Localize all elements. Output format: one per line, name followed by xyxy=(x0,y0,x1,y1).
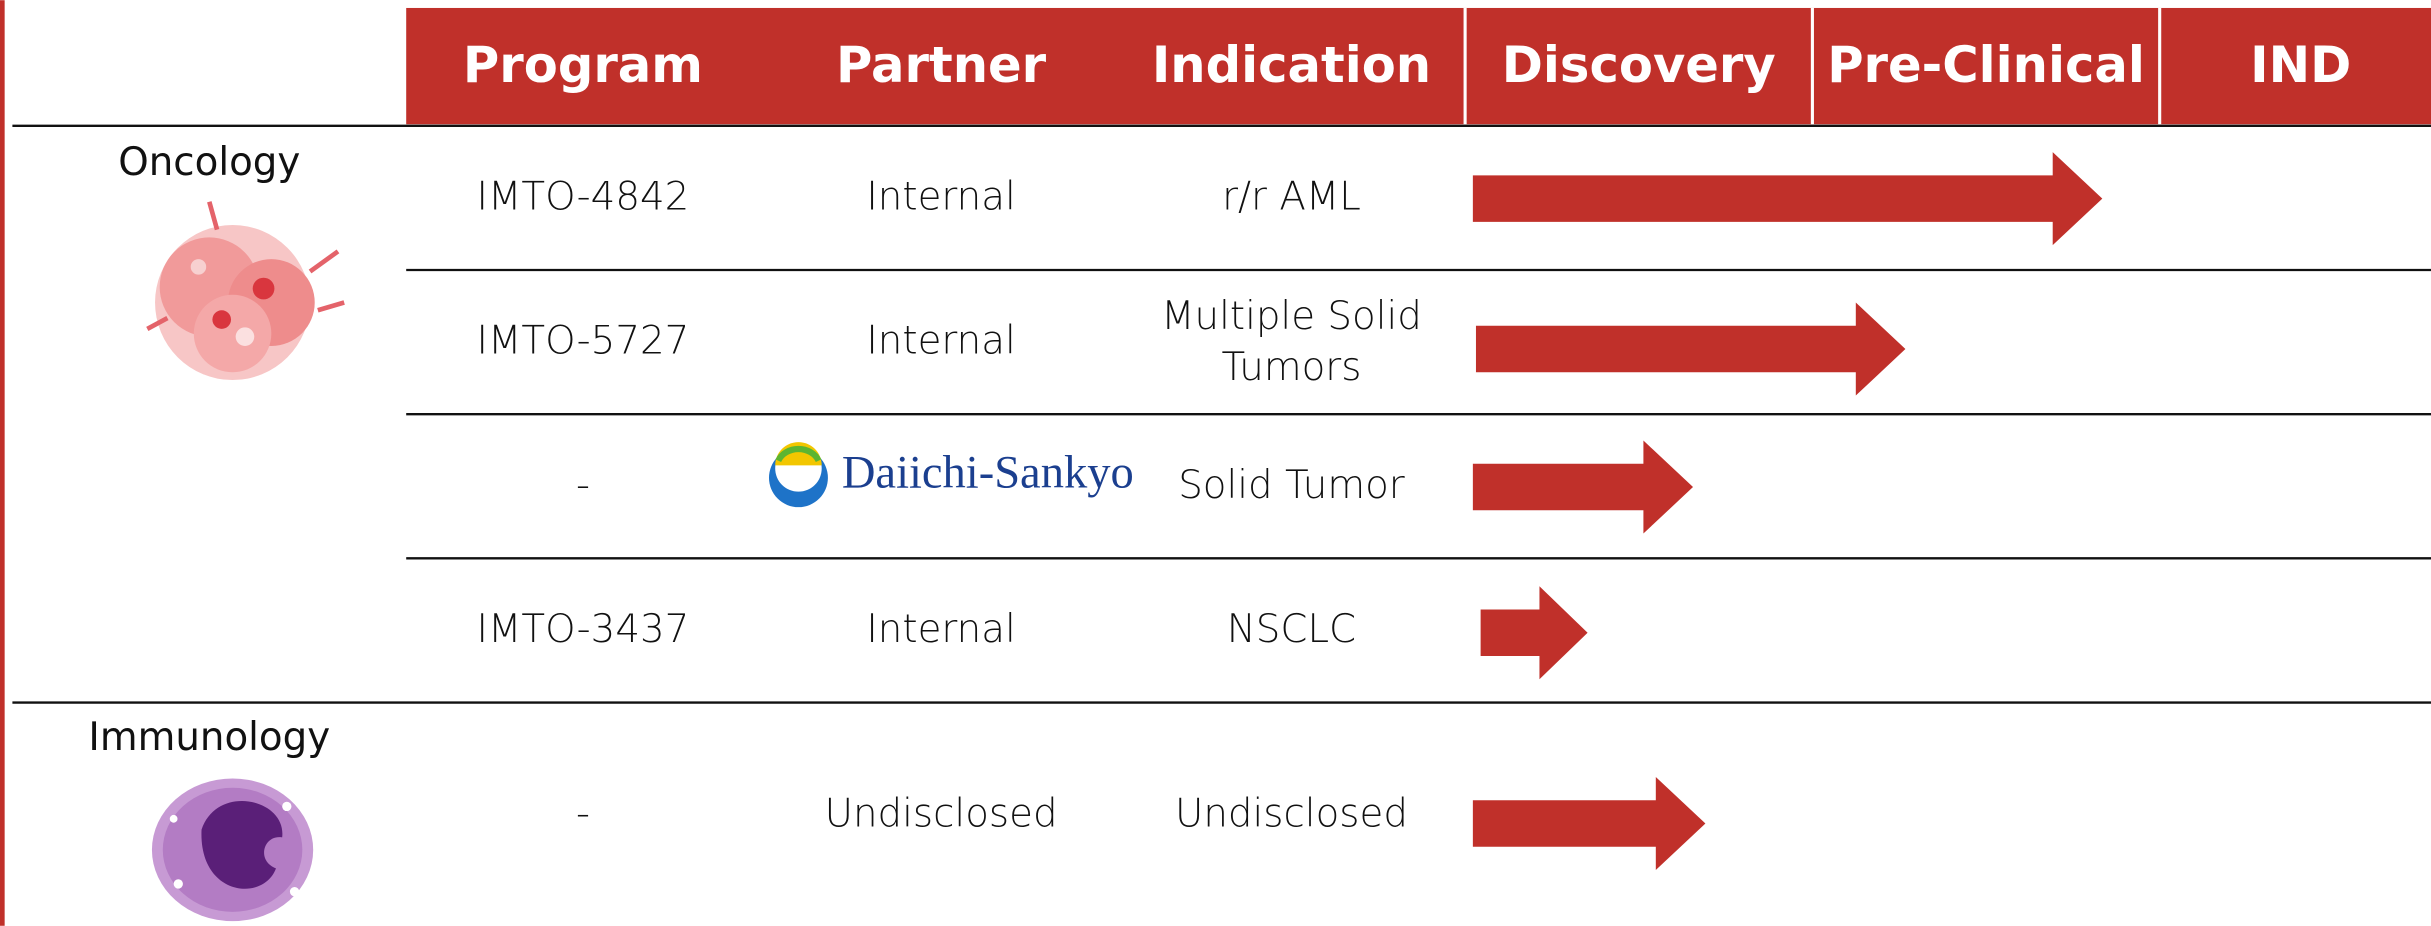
row-lines xyxy=(12,124,2431,704)
left-edge xyxy=(0,0,5,926)
cell-text: Undisclosed xyxy=(824,790,1058,836)
column-header: Indication xyxy=(1152,36,1431,94)
column-header: Partner xyxy=(836,36,1047,94)
header-band xyxy=(406,7,2431,125)
column-header: IND xyxy=(2250,36,2351,94)
cell-box: IMTO-3437 xyxy=(476,606,690,652)
cell-box: - xyxy=(575,462,590,508)
cell-text: Undisclosed xyxy=(1174,790,1408,836)
cell-text: Internal xyxy=(866,318,1016,364)
cell-text: NSCLC xyxy=(1226,606,1357,652)
cell-box: - xyxy=(575,790,590,836)
immunology-icon xyxy=(151,778,314,922)
cell-box: IMTO-5727 xyxy=(476,318,690,364)
cell-text: Solid Tumor xyxy=(1178,462,1405,508)
cell-box: NSCLC xyxy=(1226,606,1357,652)
cell-box: Internal xyxy=(866,174,1016,220)
cell-box: Undisclosed xyxy=(824,790,1058,836)
cell-text: IMTO-4842 xyxy=(476,174,690,220)
progress-arrow xyxy=(1480,586,1588,680)
progress-arrow xyxy=(1472,776,1706,870)
cell-box: Internal xyxy=(866,318,1016,364)
area-label: Oncology xyxy=(118,140,300,185)
cell-box: Multiple Solid Tumors xyxy=(1161,293,1422,389)
oncology-icon xyxy=(146,201,345,381)
column-header: Discovery xyxy=(1502,36,1776,94)
progress-arrow xyxy=(1475,302,1906,396)
cell-box: Internal xyxy=(866,606,1016,652)
column-header: Program xyxy=(463,36,703,94)
cell-text: r/r AML xyxy=(1222,174,1361,220)
area-label: Immunology xyxy=(88,715,330,760)
cell-text: Multiple Solid Tumors xyxy=(1161,293,1422,389)
progress-arrow xyxy=(1472,152,2103,246)
header-dividers xyxy=(1463,7,2162,125)
cell-text: IMTO-5727 xyxy=(476,318,690,364)
progress-arrow xyxy=(1472,440,1694,534)
cell-box: IMTO-4842 xyxy=(476,174,690,220)
cell-box: Solid Tumor xyxy=(1178,462,1405,508)
partner-logo-text: Daiichi-Sankyo xyxy=(842,448,1134,499)
cell-text: - xyxy=(575,790,590,836)
cell-text: - xyxy=(575,462,590,508)
column-header: Pre-Clinical xyxy=(1827,36,2145,94)
daiichi-logo-mark xyxy=(768,442,828,508)
cell-text: IMTO-3437 xyxy=(476,606,690,652)
cell-box: Undisclosed xyxy=(1174,790,1408,836)
cell-box: r/r AML xyxy=(1222,174,1361,220)
cell-text: Internal xyxy=(866,174,1016,220)
cell-text: Internal xyxy=(866,606,1016,652)
